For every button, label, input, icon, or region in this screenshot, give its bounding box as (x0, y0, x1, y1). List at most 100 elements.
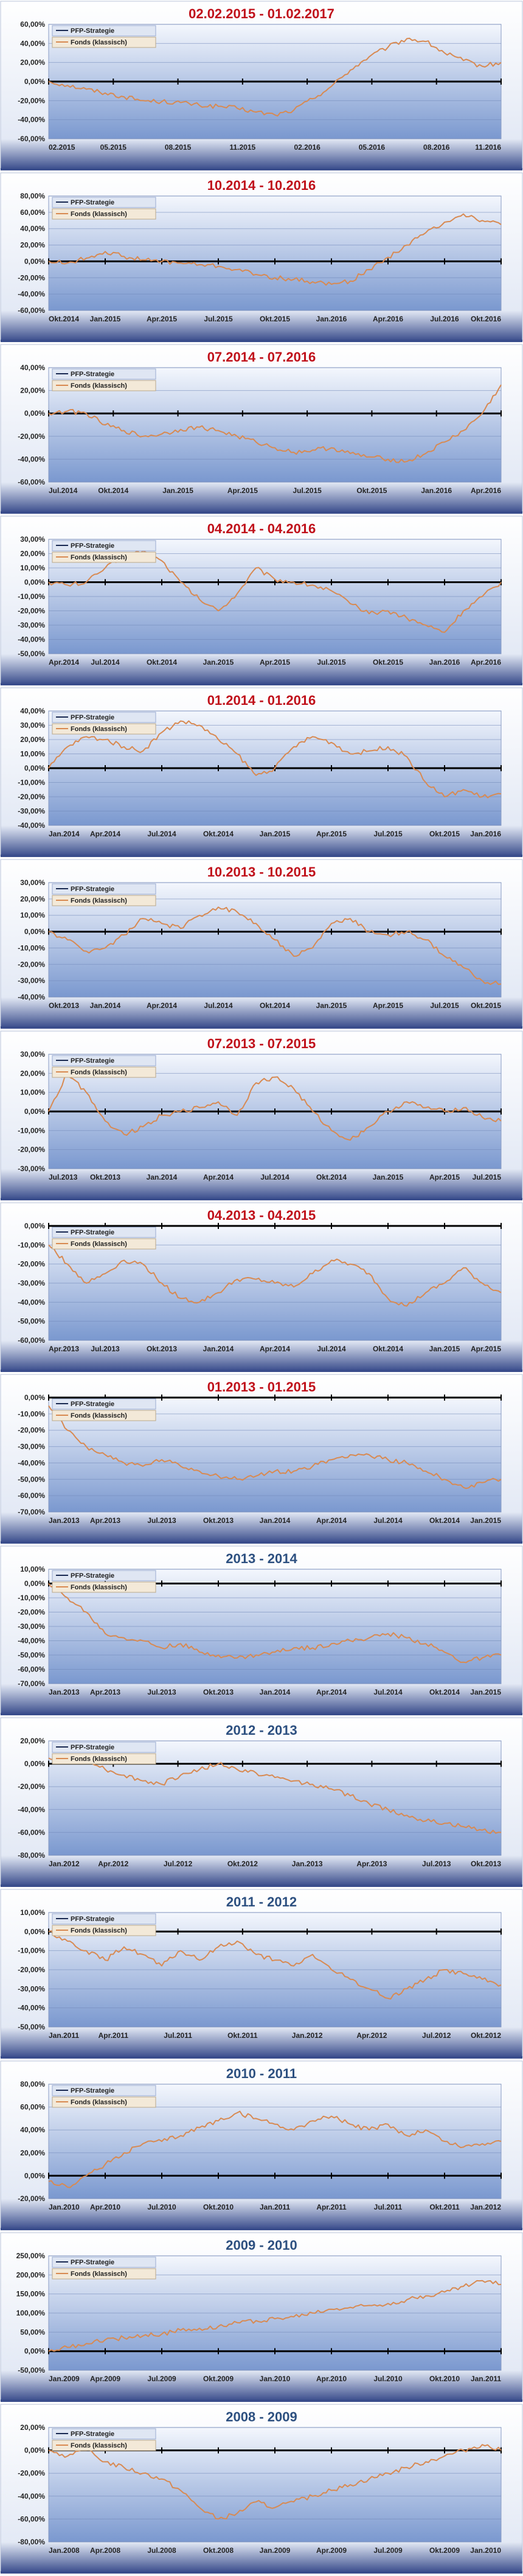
x-tick-label: Jan.2016 (429, 658, 460, 667)
x-tick-label: Apr.2015 (471, 1345, 501, 1353)
x-tick-label: Apr.2012 (98, 1860, 128, 1868)
x-tick-label: Jan.2014 (203, 1345, 234, 1353)
legend-label-strategy: PFP-Strategie (71, 27, 114, 35)
legend-item-fund-box (52, 2268, 156, 2280)
y-tick-label: -20,00% (18, 1608, 45, 1617)
legend-item-strategy-box (52, 25, 156, 37)
y-tick-label: -30,00% (18, 976, 45, 985)
y-tick-label: -60,00% (18, 2515, 45, 2523)
x-tick-label: Jan.2008 (49, 2546, 80, 2555)
y-tick-label: -50,00% (18, 649, 45, 658)
y-tick-label: 80,00% (20, 2080, 45, 2088)
legend-item-strategy-box (52, 1741, 156, 1753)
legend-label-fund: Fonds (klassisch) (71, 1412, 127, 1419)
y-tick-label: -60,00% (18, 1491, 45, 1500)
legend-label-fund: Fonds (klassisch) (71, 1241, 127, 1248)
legend-label-strategy: PFP-Strategie (71, 714, 114, 721)
x-tick-label: Apr.2016 (471, 658, 501, 667)
legend-label-fund: Fonds (klassisch) (71, 1927, 127, 1934)
x-tick-label: Jul.2012 (164, 1860, 193, 1868)
legend-label-fund: Fonds (klassisch) (71, 1755, 127, 1763)
x-tick-label: Apr.2013 (356, 1860, 387, 1868)
x-tick-label: Jan.2012 (470, 2203, 501, 2211)
y-tick-label: -10,00% (18, 1410, 45, 1418)
x-tick-label: Jan.2015 (470, 1516, 501, 1525)
y-tick-label: -10,00% (18, 1241, 45, 1249)
x-tick-label: Jan.2015 (203, 658, 234, 667)
x-tick-label: 05.2015 (100, 143, 127, 152)
y-tick-label: 20,00% (20, 1737, 45, 1745)
y-tick-label: -20,00% (18, 432, 45, 441)
y-tick-label: -10,00% (18, 943, 45, 952)
x-tick-label: Jan.2015 (316, 1001, 347, 1010)
x-tick-label: Jul.2012 (422, 2031, 451, 2040)
y-tick-label: -60,00% (18, 306, 45, 315)
x-tick-label: Jul.2013 (422, 1860, 451, 1868)
y-tick-label: -50,00% (18, 2023, 45, 2031)
legend-label-strategy: PFP-Strategie (71, 2431, 114, 2438)
x-tick-label: Apr.2010 (90, 2203, 120, 2211)
x-tick-label: Jan.2011 (471, 2375, 501, 2383)
y-tick-label: 10,00% (20, 750, 45, 758)
x-tick-label: 11.2015 (229, 143, 255, 152)
x-tick-label: Okt.2013 (90, 1173, 120, 1181)
chart-title: 07.2014 - 07.2016 (207, 349, 316, 365)
legend-item-fund-box (52, 1238, 156, 1250)
x-tick-label: Apr.2016 (471, 486, 501, 495)
x-tick-label: Jul.2016 (430, 315, 459, 323)
x-tick-label: Jan.2014 (49, 830, 80, 838)
x-tick-label: Jan.2015 (90, 315, 121, 323)
x-tick-label: Apr.2012 (356, 2031, 387, 2040)
legend: PFP-Strategie Fonds (klassisch) (52, 2256, 156, 2280)
y-tick-label: 0,00% (24, 2446, 45, 2455)
legend-label-strategy: PFP-Strategie (71, 1744, 114, 1751)
legend-label-strategy: PFP-Strategie (71, 1229, 114, 1236)
y-tick-label: -40,00% (18, 116, 45, 124)
x-tick-label: Jan.2012 (292, 2031, 323, 2040)
chart-title: 07.2013 - 07.2015 (207, 1036, 316, 1051)
y-tick-label: 40,00% (20, 363, 45, 372)
chart-panel-11: 2012 - 2013 20,00% 0,00% -20,00% -40,00% -60,… (0, 1717, 523, 1887)
legend-label-strategy: PFP-Strategie (71, 371, 114, 378)
legend-label-fund: Fonds (klassisch) (71, 2442, 127, 2449)
y-tick-label: -10,00% (18, 1594, 45, 1602)
x-tick-label: Jul.2014 (147, 830, 176, 838)
y-tick-label: -10,00% (18, 779, 45, 787)
y-tick-label: -20,00% (18, 2194, 45, 2203)
x-tick-label: Okt.2014 (98, 486, 128, 495)
x-tick-label: Apr.2009 (316, 2546, 347, 2555)
y-tick-label: -30,00% (18, 621, 45, 629)
legend-item-fund-box (52, 723, 156, 735)
legend-label-strategy: PFP-Strategie (71, 1057, 114, 1065)
y-tick-label: -20,00% (18, 793, 45, 801)
y-tick-label: -20,00% (18, 1426, 45, 1435)
x-tick-label: Jan.2015 (162, 486, 193, 495)
legend-label-fund: Fonds (klassisch) (71, 1069, 127, 1076)
x-tick-label: Okt.2016 (471, 315, 501, 323)
y-tick-label: 40,00% (20, 707, 45, 715)
legend-item-fund-box (52, 37, 156, 48)
x-tick-label: Jul.2009 (373, 2546, 403, 2555)
x-tick-label: Okt.2015 (356, 486, 387, 495)
legend-label-strategy: PFP-Strategie (71, 542, 114, 550)
legend-item-fund-box (52, 208, 156, 220)
legend: PFP-Strategie Fonds (klassisch) (52, 2428, 156, 2451)
chart-panel-13: 2010 - 2011 80,00% 60,00% 40,00% 20,00% 0,00%… (0, 2060, 523, 2230)
series-line-fund (48, 213, 502, 286)
x-tick-label: Apr.2014 (147, 1001, 177, 1010)
y-tick-label: -50,00% (18, 2366, 45, 2375)
legend-item-fund-box (52, 1753, 156, 1765)
x-tick-label: Apr.2015 (260, 658, 290, 667)
x-tick-label: Okt.2015 (471, 1001, 501, 1010)
legend: PFP-Strategie Fonds (klassisch) (52, 2085, 156, 2108)
legend-item-strategy-box (52, 712, 156, 723)
y-tick-label: -40,00% (18, 635, 45, 644)
x-tick-label: Jul.2008 (147, 2546, 176, 2555)
x-tick-label: Okt.2012 (227, 1860, 258, 1868)
x-tick-label: Jul.2015 (430, 1001, 459, 1010)
x-tick-label: 02.2015 (49, 143, 75, 152)
legend: PFP-Strategie Fonds (klassisch) (52, 1913, 156, 1936)
legend-item-strategy-box (52, 1055, 156, 1066)
legend-label-strategy: PFP-Strategie (71, 2259, 114, 2266)
legend-label-fund: Fonds (klassisch) (71, 726, 127, 733)
